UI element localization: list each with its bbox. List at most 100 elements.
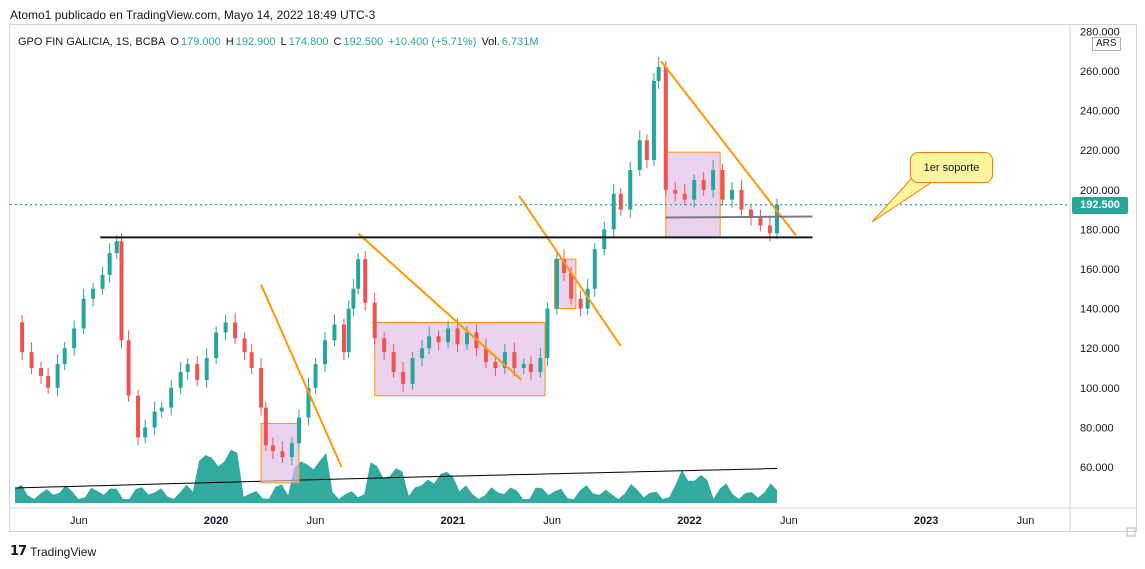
- candle-body: [427, 336, 432, 349]
- legend-o-label: O: [170, 36, 179, 48]
- candle-body: [72, 328, 77, 349]
- candle-body: [382, 338, 387, 353]
- candle-body: [748, 209, 753, 218]
- candle-body: [39, 368, 44, 376]
- candle-body: [521, 364, 526, 368]
- candle-body: [346, 308, 351, 353]
- y-tick-label: 220.000: [1080, 145, 1120, 157]
- candle-body: [169, 387, 174, 408]
- candle-body: [455, 328, 460, 345]
- candle-body: [214, 332, 219, 359]
- support-line-2: [665, 215, 813, 219]
- y-tick-label: 80.000: [1080, 422, 1114, 434]
- candle-body: [356, 259, 361, 289]
- candle-body: [538, 358, 543, 372]
- trendline: [518, 195, 622, 347]
- y-tick-label: 200.000: [1080, 185, 1120, 197]
- candle-body: [100, 274, 105, 289]
- x-tick-label: Jun: [1017, 515, 1035, 527]
- chart-settings-icon: [1126, 527, 1136, 537]
- candle-body: [185, 364, 190, 372]
- candle-body: [233, 322, 238, 339]
- volume-area: [15, 449, 777, 503]
- y-tick-label: 280.000: [1080, 26, 1120, 38]
- trendline: [357, 232, 523, 381]
- candle-body: [436, 336, 441, 343]
- candle-body: [628, 170, 633, 210]
- last-price-tag: 192.500: [1072, 197, 1128, 214]
- candle-body: [20, 322, 25, 353]
- legend-c-label: C: [333, 36, 342, 48]
- y-tick-label: 180.000: [1080, 224, 1120, 236]
- candle-body: [483, 348, 488, 363]
- candle-body: [569, 272, 574, 299]
- y-tick-label: 120.000: [1080, 343, 1120, 355]
- candle-body: [545, 308, 550, 359]
- candle-body: [363, 259, 368, 303]
- candle-body: [114, 241, 119, 254]
- candle-body: [204, 358, 209, 380]
- candle-body: [46, 375, 51, 388]
- candle-body: [242, 338, 247, 353]
- x-tick-label: 2021: [441, 515, 465, 527]
- candle-body: [720, 170, 725, 200]
- legend-h-label: H: [225, 36, 234, 48]
- candle-body: [143, 427, 148, 438]
- candle-body: [119, 241, 124, 341]
- brand-label: TradingView: [30, 544, 97, 559]
- support-callout[interactable]: 1er soporte: [910, 152, 993, 183]
- legend-high: 192.900: [235, 36, 276, 48]
- x-tick-label: 2023: [914, 515, 938, 527]
- candle-body: [592, 249, 597, 289]
- candle-body: [223, 322, 228, 333]
- candle-body: [701, 179, 706, 190]
- legend-volume: 6.731M: [501, 36, 539, 48]
- volume-ma-line: [14, 468, 778, 489]
- candle-body: [107, 253, 112, 275]
- candle-body: [249, 352, 254, 368]
- candle-body: [446, 328, 451, 343]
- candle-body: [280, 451, 285, 458]
- candle-body: [554, 259, 559, 309]
- candle-body: [711, 170, 716, 190]
- candle-body: [682, 193, 687, 200]
- candle-body: [81, 298, 86, 329]
- legend-low: 174.800: [288, 36, 329, 48]
- tradingview-logo-icon: 17: [10, 544, 27, 559]
- candle-body: [62, 348, 67, 365]
- trendline: [260, 284, 343, 468]
- candle-body: [296, 417, 301, 444]
- candle-body: [562, 259, 567, 273]
- candle-body: [259, 368, 264, 408]
- candle-body: [159, 407, 164, 412]
- candle-body: [528, 364, 533, 372]
- candle-body: [332, 324, 337, 341]
- x-tick-label: Jun: [780, 515, 798, 527]
- candle-body: [775, 204, 779, 234]
- candle-body: [493, 362, 498, 368]
- candle-body: [512, 352, 517, 368]
- candle-body: [351, 288, 356, 309]
- legend-l-label: L: [280, 36, 287, 48]
- currency-unit-label[interactable]: ARS: [1092, 37, 1121, 51]
- legend-vol-label: Vol.: [481, 36, 500, 48]
- candle-body: [136, 395, 141, 438]
- tradingview-brand[interactable]: 17 TradingView: [10, 544, 96, 559]
- candle-body: [29, 352, 34, 368]
- y-tick-label: 240.000: [1080, 106, 1120, 118]
- candle-body: [195, 364, 200, 380]
- candle-body: [611, 193, 616, 230]
- x-tick-label: 2022: [677, 515, 701, 527]
- x-tick-label: Jun: [307, 515, 325, 527]
- candle-body: [420, 348, 425, 359]
- candle-body: [644, 140, 649, 161]
- candle-body: [401, 371, 406, 384]
- candle-body: [578, 298, 583, 309]
- candle-body: [55, 364, 60, 388]
- candle-body: [673, 189, 678, 194]
- candle-body: [341, 324, 346, 353]
- candle-body: [730, 189, 735, 200]
- consolidation-box: [374, 321, 546, 397]
- x-tick-label: Jun: [543, 515, 561, 527]
